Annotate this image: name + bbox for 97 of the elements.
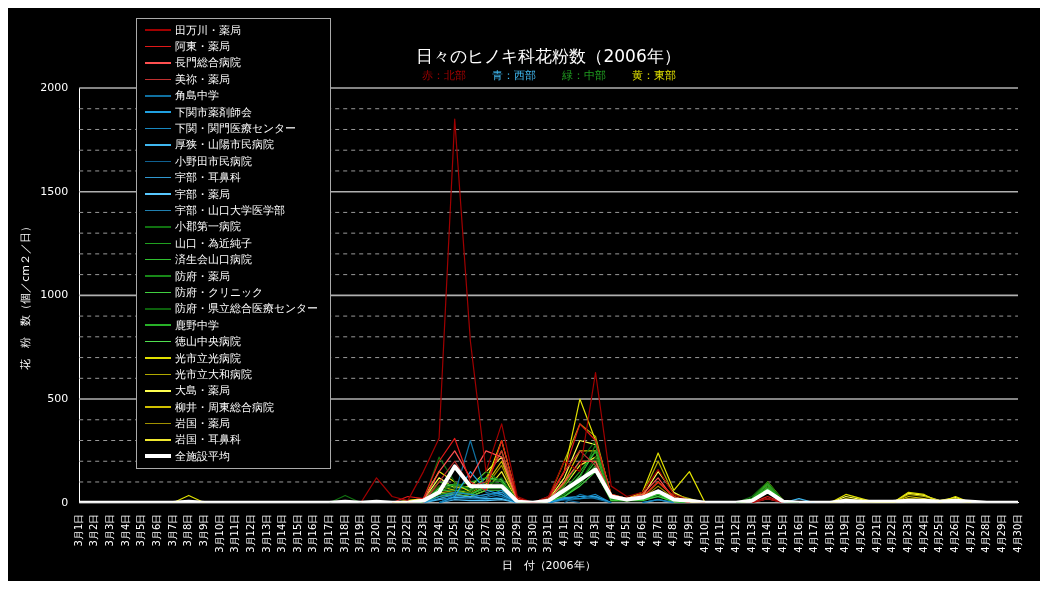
x-tick-label: 3月11日	[229, 513, 241, 553]
x-tick-label: 3月22日	[401, 513, 413, 553]
legend-label: 宇部・山口大学医学部	[175, 203, 285, 218]
x-tick-label: 4月24日	[917, 513, 929, 553]
x-tick-label: 4月12日	[729, 513, 741, 553]
x-tick-label: 4月6日	[636, 513, 648, 547]
x-tick-label: 3月1日	[72, 513, 84, 547]
y-axis-title: 花 粉 数（個／cm２／日）	[19, 220, 33, 370]
legend-label: 阿東・薬局	[175, 39, 230, 55]
x-tick-label: 4月1日	[557, 513, 569, 547]
legend-label: 下関市薬剤師会	[175, 104, 252, 120]
x-tick-label: 4月11日	[714, 513, 726, 553]
legend-label: 下関・関門医療センター	[175, 121, 296, 137]
legend-label: 岩国・薬局	[175, 416, 230, 432]
y-tick-label: 500	[47, 391, 69, 405]
x-tick-label: 3月18日	[338, 513, 350, 553]
x-tick-label: 3月2日	[88, 513, 100, 547]
x-tick-label: 4月3日	[589, 513, 601, 547]
x-tick-label: 4月25日	[933, 513, 945, 553]
legend-label: 美祢・薬局	[175, 71, 230, 87]
legend-label: 光市立大和病院	[175, 366, 252, 382]
x-tick-label: 4月15日	[776, 513, 788, 553]
legend-label: 徳山中央病院	[175, 334, 241, 350]
x-tick-label: 3月30日	[526, 513, 538, 553]
x-tick-label: 3月3日	[104, 513, 116, 547]
legend-label: 厚狭・山陽市民病院	[175, 137, 274, 153]
legend-label: 防府・県立総合医療センター	[175, 301, 318, 317]
x-tick-label: 3月28日	[495, 513, 507, 553]
y-tick-label: 0	[61, 495, 69, 509]
x-tick-label: 3月17日	[323, 513, 335, 553]
x-tick-label: 4月19日	[839, 513, 851, 553]
x-tick-label: 3月13日	[260, 513, 272, 553]
x-tick-label: 4月28日	[980, 513, 992, 553]
x-tick-label: 4月18日	[823, 513, 835, 553]
legend-label: 宇部・耳鼻科	[175, 170, 241, 186]
legend-label: 山口・為近純子	[175, 235, 252, 251]
x-tick-label: 4月23日	[902, 513, 914, 553]
legend-label: 光市立光病院	[175, 350, 241, 366]
x-tick-label: 3月16日	[307, 513, 319, 553]
x-tick-label: 3月31日	[542, 513, 554, 553]
x-tick-label: 3月20日	[370, 513, 382, 553]
legend-label: 済生会山口病院	[175, 252, 252, 268]
x-tick-label: 3月21日	[385, 513, 397, 553]
legend-label: 全施設平均	[175, 448, 230, 464]
x-tick-label: 4月17日	[808, 513, 820, 553]
x-tick-label: 3月9日	[197, 513, 209, 547]
x-tick-label: 4月14日	[761, 513, 773, 553]
x-tick-label: 3月19日	[354, 513, 366, 553]
x-tick-label: 3月6日	[151, 513, 163, 547]
x-tick-label: 3月29日	[510, 513, 522, 553]
x-axis-title: 日 付（2006年）	[501, 559, 596, 573]
x-tick-label: 4月27日	[964, 513, 976, 553]
legend-label: 岩国・耳鼻科	[175, 432, 241, 448]
legend-label: 大島・薬局	[175, 383, 230, 399]
x-tick-label: 4月9日	[683, 513, 695, 547]
y-tick-label: 2000	[40, 80, 69, 94]
y-tick-label: 1500	[40, 184, 69, 198]
x-tick-label: 4月16日	[792, 513, 804, 553]
legend-label: 小野田市民病院	[175, 153, 252, 169]
legend-label: 長門総合病院	[175, 55, 241, 71]
chart-title: 日々のヒノキ科花粉数（2006年）	[416, 46, 681, 67]
x-tick-label: 4月22日	[886, 513, 898, 553]
x-tick-label: 3月5日	[135, 513, 147, 547]
text: 赤：北部 青：西部 緑：中部 黄：東部	[421, 68, 676, 82]
x-tick-label: 4月26日	[949, 513, 961, 553]
x-tick-label: 4月7日	[651, 513, 663, 547]
legend-label: 田万川・薬局	[175, 22, 241, 38]
legend-label: 防府・薬局	[175, 268, 230, 284]
legend-label: 防府・クリニック	[175, 284, 263, 300]
x-tick-label: 3月25日	[448, 513, 460, 553]
legend-label: 柳井・周東総合病院	[175, 399, 274, 415]
x-tick-label: 4月29日	[995, 513, 1007, 553]
x-tick-label: 3月15日	[291, 513, 303, 553]
x-tick-label: 3月23日	[417, 513, 429, 553]
x-tick-label: 3月27日	[479, 513, 491, 553]
legend-label: 鹿野中学	[175, 317, 219, 333]
legend-label: 角島中学	[175, 88, 219, 104]
y-tick-label: 1000	[40, 288, 69, 302]
x-tick-label: 3月12日	[244, 513, 256, 553]
x-tick-label: 4月20日	[855, 513, 867, 553]
legend-label: 小郡第一病院	[175, 219, 241, 235]
x-tick-label: 3月10日	[213, 513, 225, 553]
x-tick-label: 4月21日	[870, 513, 882, 553]
x-tick-label: 3月26日	[463, 513, 475, 553]
x-tick-label: 3月24日	[432, 513, 444, 553]
x-tick-label: 3月14日	[276, 513, 288, 553]
x-tick-label: 4月8日	[667, 513, 679, 547]
x-tick-label: 4月4日	[604, 513, 616, 547]
x-tick-label: 4月30日	[1011, 513, 1023, 553]
x-tick-label: 4月5日	[620, 513, 632, 547]
x-tick-label: 3月4日	[119, 513, 131, 547]
x-tick-label: 3月8日	[182, 513, 194, 547]
x-tick-label: 4月10日	[698, 513, 710, 553]
x-tick-label: 3月7日	[166, 513, 178, 547]
legend-label: 宇部・薬局	[175, 186, 230, 202]
x-tick-label: 4月13日	[745, 513, 757, 553]
x-tick-label: 4月2日	[573, 513, 585, 547]
